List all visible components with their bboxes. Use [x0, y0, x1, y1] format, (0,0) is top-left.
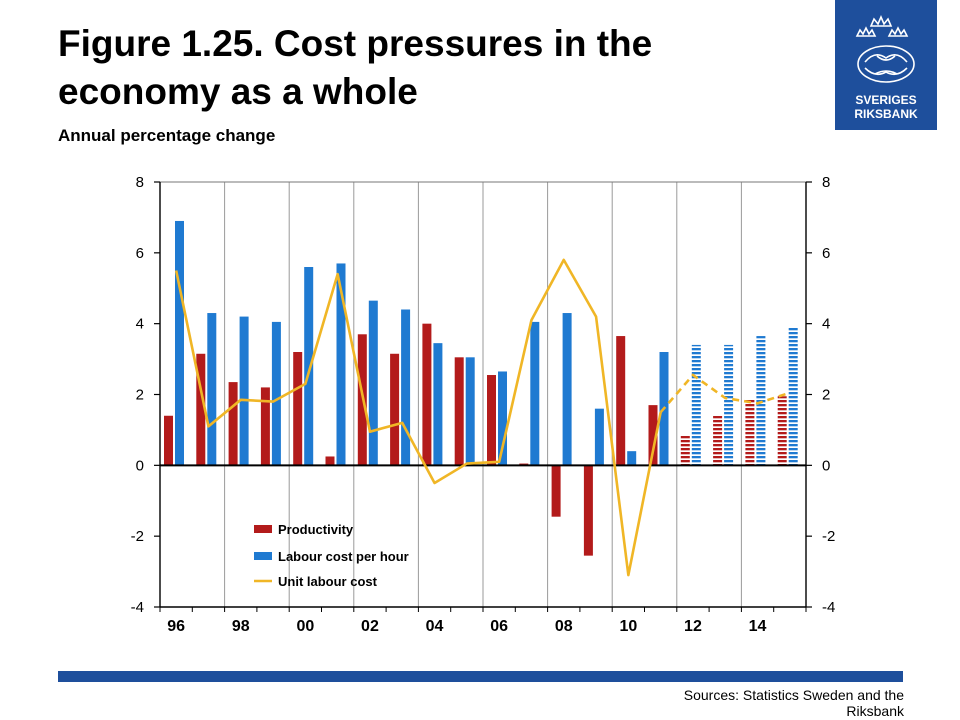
productivity-bar [422, 323, 432, 466]
y-tick-label-left: -2 [131, 528, 144, 545]
chart-subtitle: Annual percentage change [58, 126, 276, 145]
productivity-bar [196, 353, 206, 466]
legend-label: Labour cost per hour [278, 549, 409, 564]
productivity-bar [390, 353, 400, 466]
legend-swatch-productivity [254, 525, 272, 533]
productivity-bar [164, 415, 173, 466]
logo-line-2: RIKSBANK [854, 107, 918, 121]
y-tick-label-right: 4 [822, 316, 830, 333]
labour-cost-bar [207, 313, 217, 466]
productivity-bar [487, 375, 496, 466]
labour-cost-bar [724, 344, 734, 466]
y-tick-label-right: 2 [822, 387, 830, 404]
labour-cost-bar [691, 344, 701, 466]
labour-cost-bar [465, 357, 475, 466]
x-tick-label: 10 [619, 618, 637, 635]
x-tick-label: 02 [361, 618, 379, 635]
y-tick-label-left: 0 [136, 457, 144, 474]
footer-bar [58, 671, 903, 682]
x-tick-label: 14 [749, 618, 767, 635]
x-tick-label: 98 [232, 618, 250, 635]
productivity-bar [648, 405, 658, 466]
labour-cost-bar [433, 343, 443, 466]
labour-cost-bar [336, 263, 346, 466]
sources-note: Sources: Statistics Sweden and the Riksb… [683, 687, 904, 719]
productivity-bar [293, 352, 303, 466]
y-tick-label-right: 8 [822, 174, 830, 191]
y-tick-label-left: 2 [136, 387, 144, 404]
productivity-bar [228, 382, 238, 466]
labour-cost-bar [401, 309, 411, 466]
y-tick-label-left: -4 [131, 599, 144, 616]
labour-cost-bar [271, 321, 281, 466]
x-tick-label: 08 [555, 618, 573, 635]
x-tick-label: 06 [490, 618, 508, 635]
x-tick-label: 96 [167, 618, 185, 635]
legend-swatch-labour-cost [254, 552, 272, 560]
productivity-bar [680, 435, 690, 466]
productivity-bar [616, 336, 626, 466]
x-tick-label: 00 [296, 618, 314, 635]
labour-cost-bar [239, 316, 249, 466]
unit-labour-cost-line [174, 258, 662, 577]
y-tick-label-left: 8 [136, 174, 144, 191]
y-tick-label-left: 6 [136, 245, 144, 262]
crown-emblem-icon [855, 14, 915, 83]
unit-labour-cost-forecast-line [659, 373, 791, 414]
labour-cost-bar [175, 220, 184, 466]
productivity-bar [325, 456, 335, 466]
chart-title: Figure 1.25. Cost pressures in the econo… [58, 23, 653, 112]
labour-cost-bar [562, 313, 572, 466]
productivity-bar [454, 357, 464, 466]
x-tick-label: 12 [684, 618, 702, 635]
labour-cost-bar [788, 327, 798, 466]
labour-cost-bar [627, 451, 637, 466]
labour-cost-bar [530, 321, 540, 466]
logo-line-1: SVERIGES [855, 93, 917, 107]
riksbank-logo: SVERIGES RIKSBANK [835, 0, 937, 130]
legend-label: Productivity [278, 522, 354, 537]
y-tick-label-right: 0 [822, 457, 830, 474]
y-tick-label-right: -2 [822, 528, 835, 545]
labour-cost-bar [594, 408, 604, 466]
legend-label: Unit labour cost [278, 574, 378, 589]
productivity-bar [260, 387, 270, 466]
productivity-bar [745, 399, 755, 466]
labour-cost-bar [756, 336, 766, 466]
y-tick-label-right: -4 [822, 599, 835, 616]
labour-cost-bar [304, 267, 314, 466]
cost-pressures-chart: -4 -4-2 -20 02 24 46 68 896 98 00 02 04 06 08 10 12 14Pr… [131, 174, 836, 635]
y-tick-label-left: 4 [136, 316, 144, 333]
x-tick-label: 04 [426, 618, 444, 635]
productivity-bar [777, 396, 787, 466]
productivity-bar [551, 465, 561, 517]
labour-cost-bar [368, 300, 378, 466]
y-tick-label-right: 6 [822, 245, 830, 262]
productivity-bar [583, 465, 593, 556]
productivity-bar [713, 415, 723, 466]
labour-cost-bar [498, 371, 507, 466]
